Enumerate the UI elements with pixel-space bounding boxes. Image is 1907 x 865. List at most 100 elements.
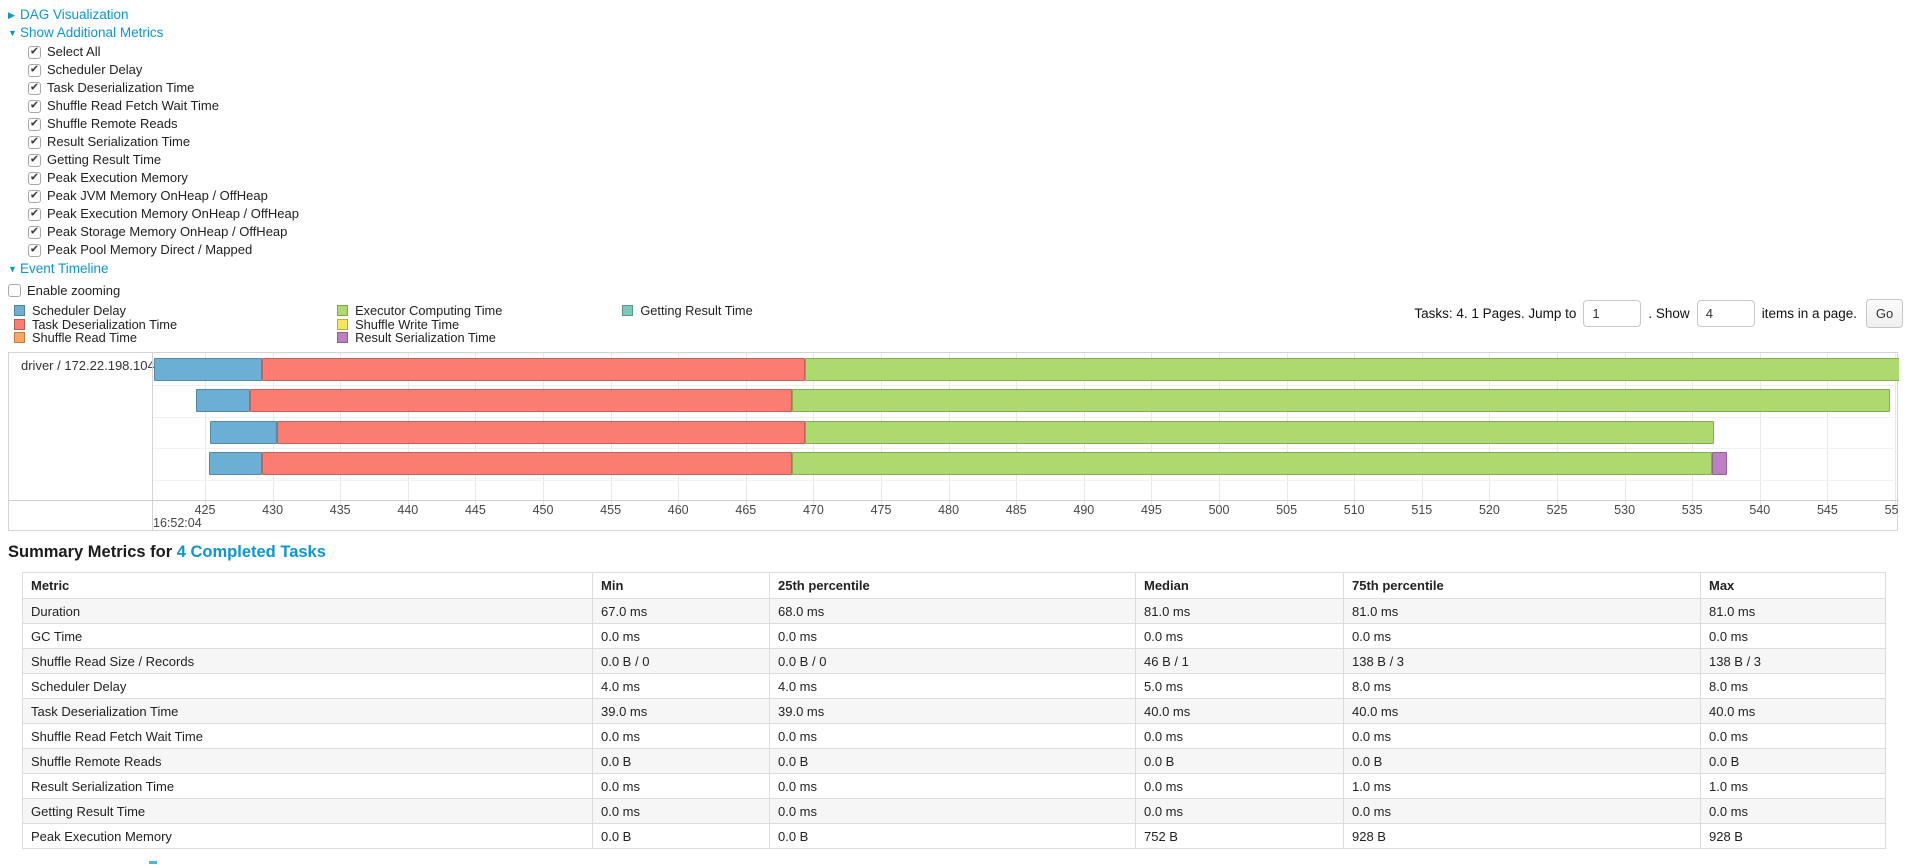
legend-label: Shuffle Write Time <box>355 316 460 332</box>
pagination-suffix-text: items in a page. <box>1761 305 1857 321</box>
metric-checkbox[interactable] <box>28 99 41 113</box>
metric-value-cell: 0.0 ms <box>592 723 770 749</box>
timeline-tick-label: 475 <box>870 503 892 517</box>
timeline-task-segment-scheduler_delay[interactable] <box>209 452 262 475</box>
timeline-task-segment-executor_computing[interactable] <box>805 421 1714 444</box>
timeline-task-segment-executor_computing[interactable] <box>791 389 1890 412</box>
timeline-task-segment-result_serialization[interactable] <box>1712 452 1728 475</box>
show-additional-metrics-toggle[interactable]: ▼ Show Additional Metrics <box>8 24 299 42</box>
metric-checkbox[interactable] <box>28 243 41 257</box>
summary-table-row: Result Serialization Time 0.0 ms 0.0 ms 0.0… <box>22 773 1886 799</box>
legend-swatch-icon <box>337 305 349 317</box>
metric-value-cell: 138 B / 3 <box>1700 648 1886 674</box>
metric-checkbox[interactable] <box>28 135 41 149</box>
metric-value-cell: 0.0 ms <box>1135 623 1344 649</box>
event-timeline-toggle[interactable]: ▼ Event Timeline <box>8 260 299 278</box>
metric-checkbox[interactable] <box>28 81 41 95</box>
timeline-task-segment-scheduler_delay[interactable] <box>195 389 250 412</box>
event-timeline-chart: driver / 172.22.198.104 425 430 435 440 445 4… <box>8 352 1899 531</box>
metric-checkbox[interactable] <box>28 45 41 59</box>
timeline-group-label: driver / 172.22.198.104 <box>21 358 155 373</box>
timeline-task-segment-task_deserialization[interactable] <box>261 452 792 475</box>
timeline-task-segment-task_deserialization[interactable] <box>261 358 806 381</box>
metric-value-cell: 0.0 ms <box>769 723 1136 749</box>
metric-value-cell: 8.0 ms <box>1343 673 1701 699</box>
timeline-task-segment-task_deserialization[interactable] <box>276 421 806 444</box>
metric-checkbox[interactable] <box>28 189 41 203</box>
metric-checkbox[interactable] <box>28 117 41 131</box>
legend-label: Shuffle Read Time <box>32 330 138 346</box>
timeline-task-segment-scheduler_delay[interactable] <box>153 358 262 381</box>
dag-visualization-toggle[interactable]: ▶ DAG Visualization <box>8 6 299 24</box>
legend-label: Getting Result Time <box>640 303 753 319</box>
timeline-tick-label: 500 <box>1208 503 1230 517</box>
show-additional-metrics-link[interactable]: Show Additional Metrics <box>20 25 164 40</box>
metric-checkbox-row: Peak Execution Memory <box>28 169 299 187</box>
timeline-tick-label: 510 <box>1343 503 1365 517</box>
metric-checkbox-label: Select All <box>47 44 101 59</box>
chevron-down-icon: ▼ <box>8 28 17 38</box>
metric-name-cell: GC Time <box>22 623 593 649</box>
timeline-axis-line <box>9 500 1899 501</box>
timeline-tick-label: 440 <box>397 503 419 517</box>
legend-swatch-icon <box>14 305 25 317</box>
metric-value-cell: 0.0 ms <box>769 773 1136 799</box>
timeline-task-segment-executor_computing[interactable] <box>805 358 1899 381</box>
timeline-task-segment-executor_computing[interactable] <box>791 452 1713 475</box>
metric-value-cell: 8.0 ms <box>1700 673 1886 699</box>
completed-tasks-link[interactable]: 4 Completed Tasks <box>176 543 326 561</box>
metric-value-cell: 0.0 B <box>592 823 770 849</box>
legend-swatch-icon <box>622 305 634 317</box>
event-timeline-link[interactable]: Event Timeline <box>20 261 109 276</box>
timeline-task-segment-task_deserialization[interactable] <box>249 389 792 412</box>
metric-value-cell: 0.0 B <box>769 823 1136 849</box>
timeline-tick-label: 445 <box>464 503 486 517</box>
metric-checkbox-row: Task Deserialization Time <box>28 79 299 97</box>
metric-checkbox-label: Peak Execution Memory OnHeap / OffHeap <box>47 206 299 221</box>
timeline-tick-label: 470 <box>802 503 824 517</box>
metric-checkbox[interactable] <box>28 207 41 221</box>
legend-label: Executor Computing Time <box>355 303 503 319</box>
summary-table-row: Shuffle Read Size / Records 0.0 B / 0 0.0 … <box>22 648 1886 674</box>
metric-checkbox[interactable] <box>28 153 41 167</box>
page-size-input[interactable] <box>1696 299 1755 327</box>
timeline-tick-label: 535 <box>1681 503 1703 517</box>
metric-checkbox-label: Peak JVM Memory OnHeap / OffHeap <box>47 188 268 203</box>
metric-value-cell: 0.0 B <box>1135 748 1344 774</box>
legend-swatch-icon <box>337 332 349 344</box>
legend-column: Executor Computing Time Shuffle Write Tim… <box>337 303 503 345</box>
summary-column-header: 25th percentile <box>769 572 1136 599</box>
metric-value-cell: 0.0 ms <box>1135 773 1344 799</box>
metric-value-cell: 0.0 B <box>769 748 1136 774</box>
legend-item-shuffle_read: Shuffle Read Time <box>14 330 177 346</box>
summary-metrics-table: Metric Min 25th percentile Median 75th perce… <box>22 572 1886 849</box>
metric-checkbox-label: Shuffle Read Fetch Wait Time <box>47 98 219 113</box>
metric-checkbox[interactable] <box>28 225 41 239</box>
metric-value-cell: 1.0 ms <box>1343 773 1701 799</box>
metric-name-cell: Getting Result Time <box>22 798 593 824</box>
timeline-tick-label: 515 <box>1411 503 1433 517</box>
timeline-row-separator <box>153 448 1899 449</box>
enable-zooming-checkbox[interactable] <box>8 284 21 297</box>
legend-swatch-icon <box>337 318 349 330</box>
metric-checkbox[interactable] <box>28 171 41 185</box>
legend-item-scheduler_delay: Scheduler Delay <box>14 303 177 318</box>
page-jump-input[interactable] <box>1583 299 1642 327</box>
metric-value-cell: 39.0 ms <box>769 698 1136 724</box>
summary-table-row: Duration 67.0 ms 68.0 ms 81.0 ms 81.0 ms 81.0… <box>22 598 1886 624</box>
metric-name-cell: Task Deserialization Time <box>22 698 593 724</box>
timeline-task-segment-scheduler_delay[interactable] <box>210 421 277 444</box>
metric-value-cell: 67.0 ms <box>592 598 770 624</box>
metric-checkbox[interactable] <box>28 63 41 77</box>
metric-name-cell: Peak Execution Memory <box>22 823 593 849</box>
metric-value-cell: 40.0 ms <box>1343 698 1701 724</box>
metric-checkbox-label: Peak Execution Memory <box>47 170 188 185</box>
go-button[interactable]: Go <box>1866 298 1903 328</box>
legend-label: Task Deserialization Time <box>32 316 178 332</box>
legend-item-task_deserialization: Task Deserialization Time <box>14 316 178 332</box>
timeline-tick-label: 480 <box>938 503 960 517</box>
legend-item-executor_computing: Executor Computing Time <box>337 303 503 319</box>
dag-visualization-link[interactable]: DAG Visualization <box>20 7 129 22</box>
summary-column-header: Median <box>1135 572 1344 599</box>
timeline-tick-label: 435 <box>329 503 351 517</box>
